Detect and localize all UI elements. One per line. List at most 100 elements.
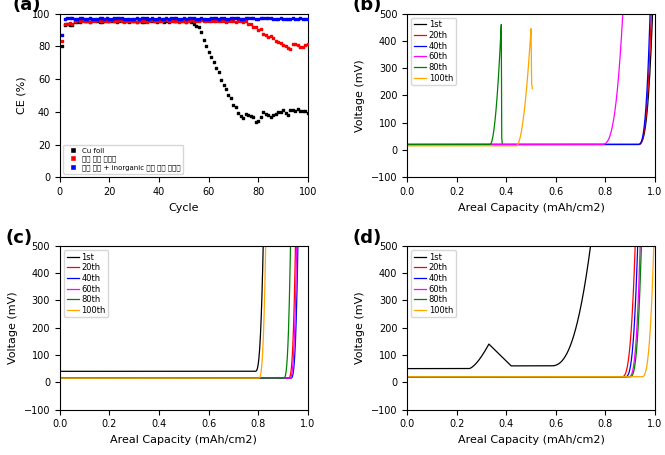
40th [544, 142, 552, 147]
Point [288, 106, 299, 114]
Point [235, 112, 246, 120]
1st [545, 142, 553, 147]
Point [258, 109, 269, 116]
Point [241, 17, 251, 25]
60th [604, 374, 612, 379]
Point [248, 15, 259, 22]
Point [184, 16, 194, 24]
80th [231, 375, 239, 381]
1st [186, 369, 194, 374]
1st [493, 350, 501, 355]
Point [228, 15, 239, 22]
Point [144, 15, 154, 22]
Point [203, 48, 214, 56]
Point [129, 15, 140, 22]
Point [225, 15, 236, 22]
20th [559, 142, 567, 147]
1st [259, 243, 267, 248]
Point [263, 15, 273, 22]
Point [188, 20, 199, 27]
20th [613, 142, 621, 147]
Point [144, 18, 154, 25]
100th [181, 375, 189, 381]
Line: 60th: 60th [60, 246, 297, 378]
1st [231, 369, 239, 374]
Point [243, 112, 253, 119]
Point [166, 17, 177, 25]
Point [270, 38, 281, 45]
Point [164, 18, 174, 25]
Point [74, 18, 85, 25]
Point [102, 17, 112, 24]
Point [245, 112, 256, 120]
20th [70, 375, 78, 381]
Point [166, 17, 177, 24]
Point [151, 18, 162, 25]
20th [576, 374, 584, 379]
40th [558, 142, 566, 147]
Point [99, 18, 110, 25]
Point [116, 18, 127, 25]
Point [255, 114, 266, 121]
Point [245, 20, 256, 27]
Point [67, 21, 78, 29]
Legend: 1st, 20th, 40th, 60th, 80th, 100th: 1st, 20th, 40th, 60th, 80th, 100th [64, 250, 108, 318]
20th [600, 374, 608, 379]
Point [203, 15, 214, 22]
80th [637, 243, 645, 248]
80th [287, 243, 295, 248]
80th [255, 375, 263, 381]
1st [559, 142, 567, 147]
1st [403, 142, 411, 147]
Point [261, 15, 271, 22]
Point [57, 38, 68, 45]
1st [403, 366, 411, 371]
40th [602, 374, 610, 379]
Point [211, 65, 221, 72]
Point [280, 109, 291, 116]
20th [206, 375, 214, 381]
Point [124, 18, 134, 25]
Point [156, 17, 167, 25]
Point [119, 18, 130, 25]
80th [472, 142, 480, 147]
Point [104, 17, 115, 25]
80th [196, 375, 204, 381]
Point [171, 17, 182, 25]
20th [549, 374, 557, 379]
Point [102, 17, 112, 25]
Point [290, 15, 301, 23]
40th [543, 374, 551, 379]
Point [126, 15, 137, 22]
Point [198, 15, 209, 22]
80th [545, 374, 553, 379]
Point [273, 38, 283, 46]
Point [184, 15, 194, 22]
40th [612, 142, 620, 147]
Point [126, 17, 137, 24]
Point [288, 40, 299, 47]
Point [228, 101, 239, 109]
Point [225, 18, 236, 25]
Point [243, 15, 253, 22]
80th [497, 22, 505, 27]
Point [194, 15, 204, 22]
Point [132, 18, 142, 25]
80th [495, 59, 503, 65]
Point [233, 109, 244, 116]
Point [225, 94, 236, 101]
1st [651, 243, 659, 248]
X-axis label: Cycle: Cycle [169, 202, 199, 212]
80th [403, 374, 411, 379]
Point [59, 16, 70, 23]
Point [181, 18, 192, 25]
Point [77, 17, 88, 25]
Point [215, 76, 226, 83]
Point [280, 15, 291, 22]
80th [489, 132, 497, 137]
Point [116, 18, 127, 25]
Point [156, 15, 167, 22]
40th [550, 374, 558, 379]
Point [251, 15, 261, 22]
Point [106, 18, 117, 25]
